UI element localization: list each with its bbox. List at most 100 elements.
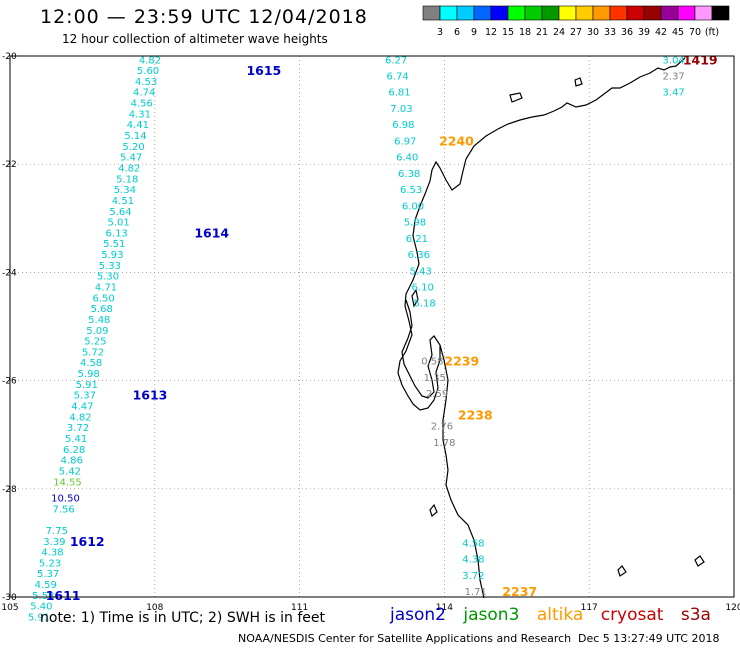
wave-height-value: 1.78 xyxy=(433,438,455,449)
coastline xyxy=(397,57,686,599)
scale-swatch xyxy=(609,5,628,21)
wave-height-value: 4.58 xyxy=(462,538,484,549)
scale-label: (ft) xyxy=(705,27,719,38)
wave-height-value: 4.56 xyxy=(131,99,153,110)
scale-swatch xyxy=(694,5,713,21)
scale-label: 24 xyxy=(553,27,565,38)
pass-number: 1612 xyxy=(70,534,105,549)
wave-height-value: 4.82 xyxy=(69,412,91,423)
wave-height-value: 5.42 xyxy=(59,466,81,477)
wave-height-value: 3.72 xyxy=(462,571,484,582)
wave-height-value: 5.34 xyxy=(114,185,136,196)
wave-height-value: 6.97 xyxy=(394,136,416,147)
scale-swatch xyxy=(592,5,611,21)
wave-height-value: 5.93 xyxy=(101,250,123,261)
wave-height-value: 2.76 xyxy=(431,422,453,433)
y-tick-label: -30 xyxy=(2,593,17,603)
wave-height-value: 4.38 xyxy=(41,548,63,559)
wave-height-value: 10.50 xyxy=(51,493,80,504)
wave-height-value: 3.72 xyxy=(67,423,89,434)
legend-jason3: jason3 xyxy=(463,605,520,625)
wave-height-value: 2.37 xyxy=(663,72,685,83)
wave-height-value: 5.18 xyxy=(116,174,138,185)
scale-swatch xyxy=(524,5,543,21)
wave-height-value: 5.33 xyxy=(99,261,121,272)
scale-label: 21 xyxy=(536,27,548,38)
scale-swatch xyxy=(643,5,662,21)
wave-height-value: 5.01 xyxy=(107,218,129,229)
scale-swatch xyxy=(660,5,679,21)
scale-swatch xyxy=(558,5,577,21)
pass-number: 1615 xyxy=(246,63,281,78)
scale-swatch xyxy=(507,5,526,21)
wave-height-value: 6.21 xyxy=(406,234,428,245)
x-tick-label: 111 xyxy=(291,603,308,613)
scale-swatch xyxy=(677,5,696,21)
y-tick-label: -22 xyxy=(2,160,17,170)
wave-height-value: 4.53 xyxy=(135,77,157,88)
wave-height-value: 0.58 xyxy=(421,357,443,368)
scale-swatch xyxy=(473,5,492,21)
generated-timestamp: Dec 5 13:27:49 UTC 2018 xyxy=(578,632,720,645)
x-tick-label: 108 xyxy=(146,603,163,613)
wave-height-value: 1.71 xyxy=(465,587,487,598)
legend-altika: altika xyxy=(536,605,584,625)
scale-swatch xyxy=(490,5,509,21)
wave-height-value: 3.39 xyxy=(43,537,65,548)
map-grid xyxy=(10,56,734,597)
wave-height-value: 4.51 xyxy=(112,196,134,207)
axis-tick-labels: 105 108 111 114 117 120 -20 -22 -24 -26 -28 -30 xyxy=(1,52,740,613)
legend-cryosat: cryosat xyxy=(600,605,664,625)
wave-height-value: 6.74 xyxy=(386,72,408,83)
wave-height-value: 4.47 xyxy=(71,402,93,413)
scale-label: 15 xyxy=(502,27,514,38)
wave-height-value: 5.20 xyxy=(122,142,144,153)
scale-label: 18 xyxy=(519,27,531,38)
wave-height-value: 6.53 xyxy=(400,185,422,196)
wave-height-value: 6.81 xyxy=(388,88,410,99)
wave-height-value: 5.91 xyxy=(76,380,98,391)
scale-swatch xyxy=(711,5,730,21)
wave-height-value: 5.25 xyxy=(84,337,106,348)
wave-height-value: 5.14 xyxy=(124,131,146,142)
scale-label: 9 xyxy=(471,27,477,38)
wave-height-value: 2.59 xyxy=(426,389,448,400)
scale-label: 3 xyxy=(437,27,443,38)
wave-height-value: 6.40 xyxy=(396,153,418,164)
y-tick-label: -28 xyxy=(2,485,17,495)
wave-height-value: 4.86 xyxy=(61,456,83,467)
scale-swatch xyxy=(541,5,560,21)
wave-height-value: 5.47 xyxy=(120,153,142,164)
y-tick-label: -26 xyxy=(2,377,17,387)
wave-height-value: 4.59 xyxy=(35,580,57,591)
wave-height-value: 5.72 xyxy=(82,347,104,358)
wave-height-value: 1.35 xyxy=(424,373,446,384)
wave-height-value: 5.09 xyxy=(86,326,108,337)
wave-height-value: 5.40 xyxy=(30,602,52,613)
wave-height-value: 14.55 xyxy=(53,477,82,488)
wave-height-value: 6.00 xyxy=(402,201,424,212)
wave-height-value: 5.30 xyxy=(97,272,119,283)
y-tick-label: -24 xyxy=(2,268,17,278)
wave-height-value: 5.98 xyxy=(404,218,426,229)
legend-s3a: s3a xyxy=(680,605,711,625)
scale-label: 39 xyxy=(638,27,650,38)
credit-line: NOAA/NESDIS Center for Satellite Applica… xyxy=(238,632,572,645)
wave-height-value: 5.98 xyxy=(78,369,100,380)
scale-label: 33 xyxy=(604,27,616,38)
scale-swatch xyxy=(575,5,594,21)
pass-number: 2237 xyxy=(502,584,537,599)
wave-height-value: 5.37 xyxy=(74,391,96,402)
wave-height-value: 5.91 xyxy=(28,613,50,624)
scale-swatch xyxy=(456,5,475,21)
wave-height-value: 6.38 xyxy=(398,169,420,180)
color-scale: 3 6 9 12 15 18 21 24 27 30 33 36 39 42 45 70 (ft) xyxy=(422,5,730,38)
wave-height-value: 5.60 xyxy=(137,66,159,77)
wave-height-value: 6.36 xyxy=(408,250,430,261)
scale-label: 27 xyxy=(570,27,582,38)
scale-label: 45 xyxy=(672,27,684,38)
wave-height-value: 4.71 xyxy=(95,283,117,294)
wave-height-value: 7.03 xyxy=(390,104,412,115)
wave-height-value: 5.48 xyxy=(88,315,110,326)
